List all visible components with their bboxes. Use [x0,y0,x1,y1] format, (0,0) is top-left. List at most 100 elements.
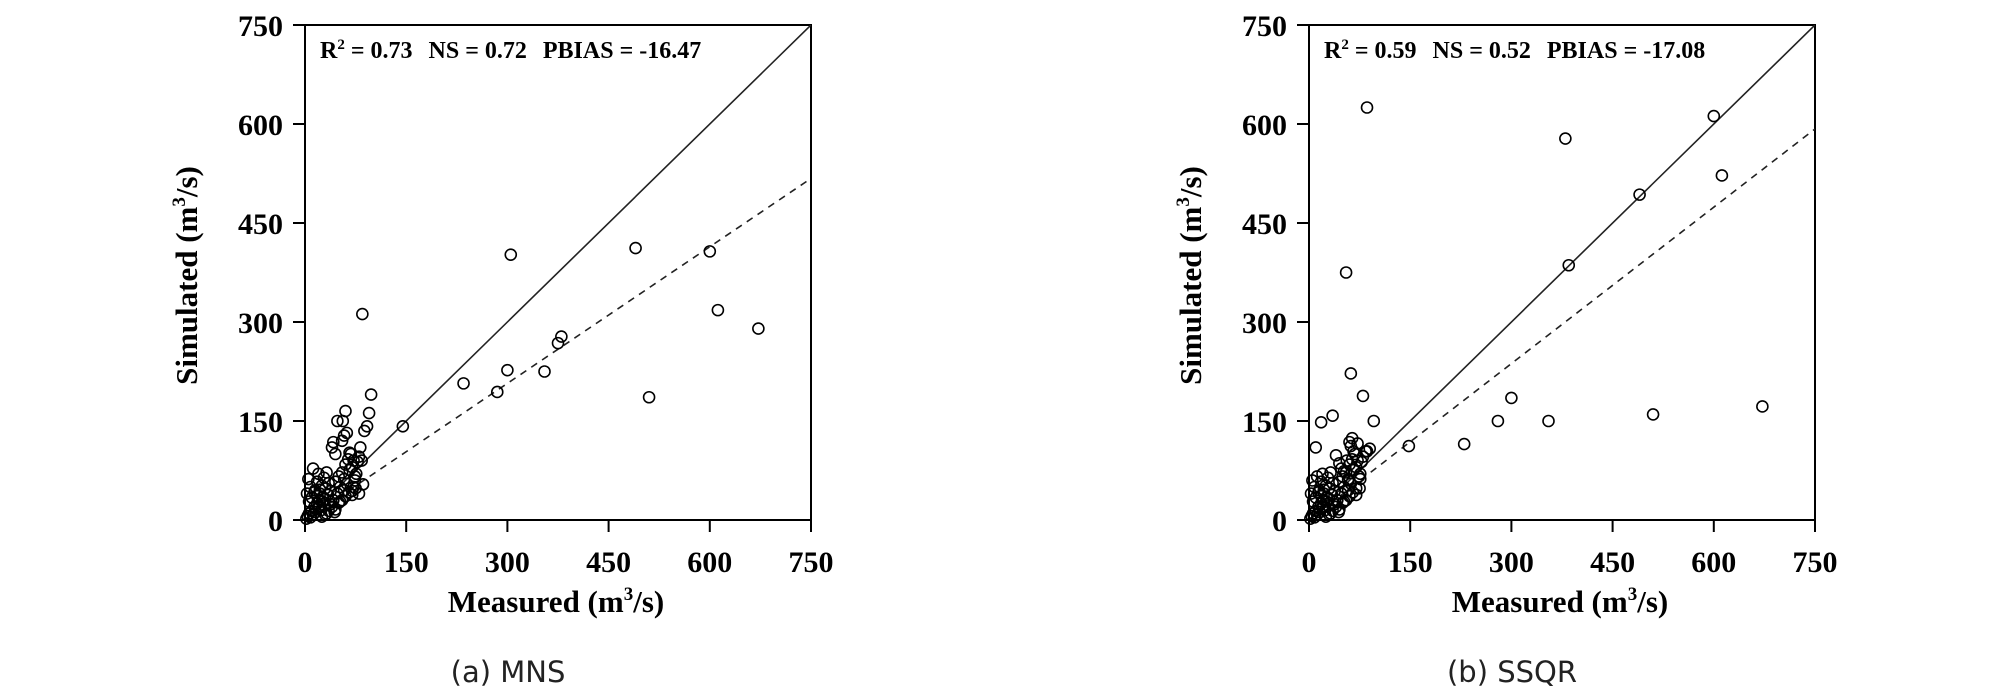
y-axis-title: Simulated (m3/s) [169,166,204,385]
data-point [349,467,363,481]
data-point [1756,400,1769,413]
r2-prefix: R [320,38,338,64]
chart-panel-a: 0 0 150 150 300 300 450 450 600 600 750 750 R2 = 0.7… [169,10,834,687]
data-point [1340,454,1354,467]
data-point [1559,132,1572,145]
data-point [1329,449,1343,462]
data-point [328,505,341,519]
data-point [1355,455,1368,469]
r2-prefix: R [1324,38,1342,64]
x-tick-label: 450 [586,546,631,579]
data-point [1363,442,1377,456]
data-point [396,419,410,433]
data-point [320,507,333,520]
data-point [364,388,378,401]
x-tick-label: 300 [1489,546,1534,579]
chart-b-svg: 00 150 150 300 300 450 450 600 600 750 750 R2 = 0.5… [1173,10,1838,687]
data-point [356,307,369,321]
x-tick-label: 750 [789,546,834,579]
y-tick-label: 450 [1242,208,1287,241]
x-tick-label: 600 [1691,546,1736,579]
data-point [1309,441,1323,454]
chart-a-svg: 00 150 150 300 300 450 450 600 600 750 750 R2 = 0.7… [169,10,834,687]
data-point [1360,445,1374,458]
data-point [490,385,504,399]
data-point [302,472,315,486]
y-tick-label: 600 [1242,109,1287,142]
data-point [1633,188,1646,201]
data-point [344,447,358,461]
data-point [703,245,717,258]
data-point [333,495,347,508]
x-tick-label: 150 [1388,546,1433,579]
data-point [322,476,335,490]
y-axis-title: Simulated (m3/s) [1173,166,1208,385]
regression-line [1309,128,1815,520]
data-point [1314,416,1328,429]
stats-annotation: R2 = 0.73 NS = 0.72 PBIAS = -16.47 [320,37,701,64]
r2-value: = 0.59 [1349,38,1417,64]
y-axis-unit-superscript: 3 [169,197,190,207]
data-point [354,441,367,454]
x-tick-label: 600 [687,546,732,579]
data-point [1646,408,1660,421]
data-point [504,248,518,261]
data-point [337,483,351,497]
data-point [331,414,344,428]
data-point [1360,101,1374,114]
x-axis-title-main: Measured (m [448,584,624,619]
ns-value: NS = 0.72 [429,38,527,64]
data-point [1491,414,1505,428]
data-point [1707,109,1721,123]
r2-superscript: 2 [337,37,345,53]
data-point [1715,169,1729,182]
x-axis-unit-tail: /s) [1636,584,1668,619]
pbias-value: PBIAS = -17.08 [1547,38,1705,64]
data-point [551,336,565,350]
plot-frame [304,24,812,521]
data-point [329,447,342,461]
data-point [355,454,368,467]
data-point [343,446,356,459]
x-axis-unit-tail: /s) [632,584,664,619]
y-axis-title-main: Simulated (m [169,206,204,384]
y-axis-unit-tail: /s) [169,166,204,198]
figure-caption: (b) SSQR [1447,655,1577,687]
data-point [1351,437,1364,450]
y-tick-label: 150 [1242,406,1287,439]
data-point [337,429,351,442]
y-tick-label: 300 [238,307,283,340]
r2-value: = 0.73 [345,38,413,64]
data-point [327,435,340,449]
x-axis-title-main: Measured (m [1452,584,1628,619]
data-point [1344,367,1358,380]
x-tick-label: 0 [1302,546,1317,579]
data-point [325,441,339,454]
y-tick-label: 750 [238,10,283,43]
plot-frame [1308,24,1816,521]
data-point [501,363,514,377]
data-point [555,330,568,343]
y-tick-label: 0 [1272,505,1287,538]
data-point [711,303,725,317]
y-tick-label: 450 [238,208,283,241]
data-point [1326,409,1339,423]
x-tick-label: 300 [485,546,530,579]
r2-superscript: 2 [1341,37,1349,53]
data-point [1356,389,1370,403]
x-tick-label: 750 [1793,546,1838,579]
data-point [1339,266,1353,279]
pbias-value: PBIAS = -16.47 [543,38,701,64]
data-point [356,478,370,491]
data-point [1542,414,1555,428]
data-point [1402,439,1416,453]
data-point [340,426,354,440]
chart-panel-b: 0 0 150 150 300 300 450 450 600 600 750 750 R2 = 0.5… [1004,0,2008,687]
x-axis-title: Measured (m3/s) [1452,584,1668,619]
data-point [362,406,376,420]
data-point [1562,258,1576,272]
y-axis-title-main: Simulated (m [1173,206,1208,384]
x-axis-title: Measured (m3/s) [448,584,664,619]
data-point [339,404,352,418]
data-point [1337,495,1351,508]
